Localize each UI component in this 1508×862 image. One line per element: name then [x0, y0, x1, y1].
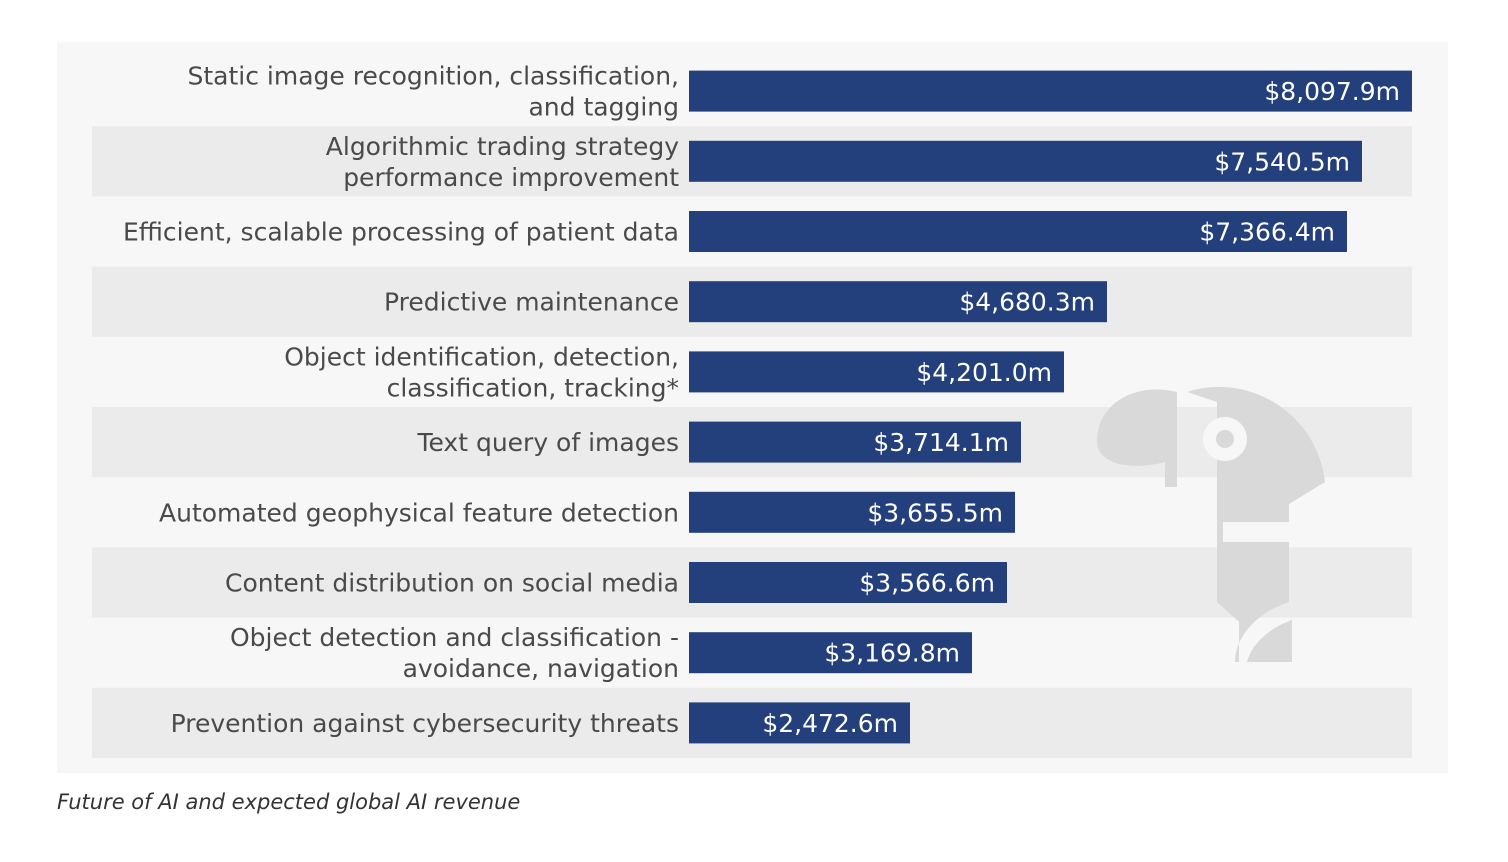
category-labels: Static image recognition, classification…	[123, 62, 679, 738]
category-label: Predictive maintenance	[384, 288, 679, 317]
value-labels: $8,097.9m $7,540.5m $7,366.4m $4,680.3m $4,2…	[762, 77, 1400, 738]
value-label: $3,714.1m	[873, 428, 1009, 457]
robot-head-icon	[1097, 386, 1325, 662]
bars	[689, 70, 1412, 744]
category-label: Efficient, scalable processing of patien…	[123, 218, 679, 247]
category-label: Object detection and classification -avo…	[230, 623, 679, 683]
value-label: $3,169.8m	[824, 639, 960, 668]
category-label: Object identification, detection, classif…	[284, 342, 679, 402]
bar	[689, 281, 1107, 323]
value-label: $7,540.5m	[1214, 147, 1350, 176]
chart-card: Static image recognition, classification…	[57, 42, 1448, 773]
bar	[689, 70, 1412, 112]
category-label: Algorithmic trading strategy performance …	[326, 132, 679, 192]
value-label: $8,097.9m	[1264, 77, 1400, 106]
bar	[689, 562, 1007, 603]
bar	[689, 702, 910, 744]
value-label: $4,680.3m	[959, 288, 1095, 317]
category-label: Automated geophysical feature detection	[159, 498, 679, 527]
bar	[689, 421, 1021, 463]
bar	[689, 140, 1362, 182]
category-label: Text query of images	[416, 428, 679, 457]
bar	[689, 632, 972, 674]
category-label: Static image recognition, classification…	[188, 62, 680, 122]
bar	[689, 351, 1064, 393]
value-label: $4,201.0m	[916, 358, 1052, 387]
bar-chart: Static image recognition, classification…	[92, 62, 1412, 758]
bar	[689, 211, 1347, 252]
bar	[689, 491, 1015, 533]
value-label: $7,366.4m	[1199, 218, 1335, 247]
category-label: Prevention against cybersecurity threats	[171, 709, 679, 738]
figure-caption: Future of AI and expected global AI reve…	[57, 790, 521, 814]
value-label: $3,655.5m	[867, 498, 1003, 527]
value-label: $3,566.6m	[859, 569, 995, 598]
value-label: $2,472.6m	[762, 709, 898, 738]
category-label: Content distribution on social media	[225, 569, 679, 598]
